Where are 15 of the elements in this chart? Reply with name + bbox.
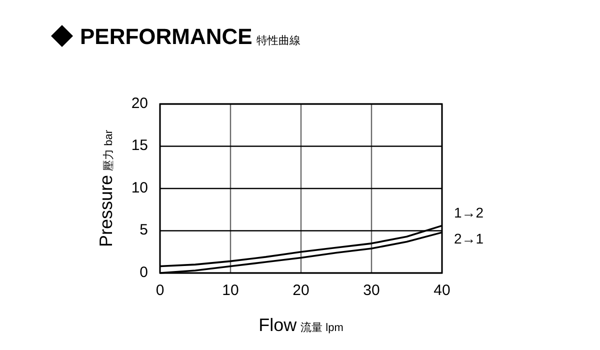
series-label: 1→2: [454, 204, 484, 220]
y-axis-title: Pressure 壓力 bar: [96, 130, 116, 247]
x-axis-title: Flow 流量 lpm: [258, 315, 344, 335]
x-tick-label: 0: [156, 282, 164, 299]
x-tick-label: 10: [222, 282, 239, 299]
chart-title: PERFORMANCE 特性曲線: [80, 24, 300, 49]
x-tick-label: 40: [434, 282, 450, 299]
y-tick-label: 20: [131, 94, 148, 112]
x-tick-label: 30: [363, 282, 380, 299]
y-tick-label: 15: [131, 137, 148, 154]
y-tick-label: 5: [140, 222, 148, 239]
y-tick-label: 10: [131, 179, 148, 196]
y-tick-label: 0: [140, 264, 148, 281]
series-label: 2→1: [454, 230, 484, 246]
x-tick-label: 20: [292, 282, 310, 299]
